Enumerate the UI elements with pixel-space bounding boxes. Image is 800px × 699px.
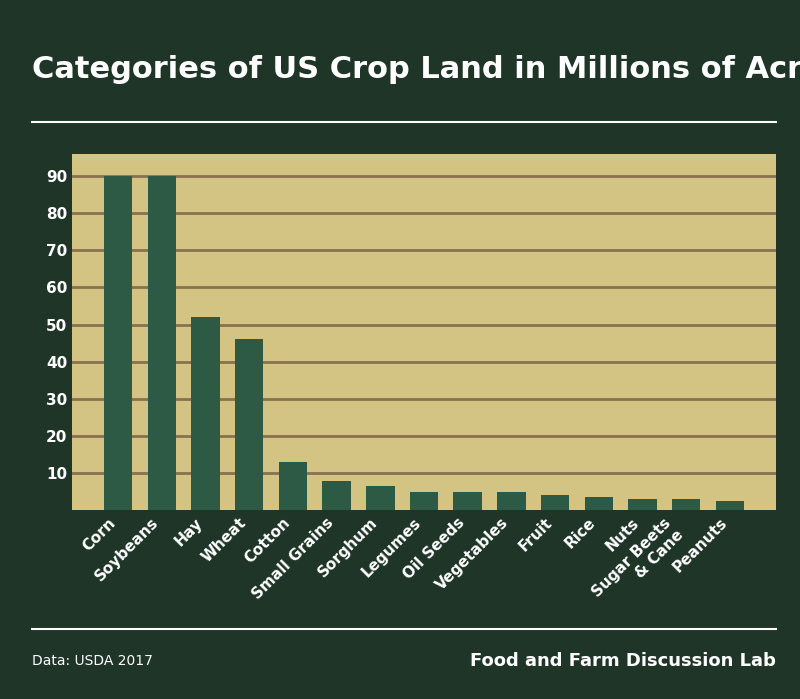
Bar: [628, 499, 657, 510]
Bar: [454, 491, 482, 510]
Bar: [366, 486, 394, 510]
Bar: [716, 501, 744, 510]
Bar: [497, 491, 526, 510]
Bar: [672, 499, 700, 510]
Bar: [104, 176, 132, 510]
Text: Data: USDA 2017: Data: USDA 2017: [32, 654, 153, 668]
Bar: [585, 497, 613, 510]
Bar: [322, 481, 351, 510]
Bar: [235, 340, 263, 510]
Bar: [191, 317, 220, 510]
Bar: [541, 496, 570, 510]
Text: Food and Farm Discussion Lab: Food and Farm Discussion Lab: [470, 651, 776, 670]
Bar: [410, 491, 438, 510]
Text: Categories of US Crop Land in Millions of Acres: Categories of US Crop Land in Millions o…: [32, 55, 800, 85]
Bar: [148, 176, 176, 510]
Bar: [278, 462, 307, 510]
